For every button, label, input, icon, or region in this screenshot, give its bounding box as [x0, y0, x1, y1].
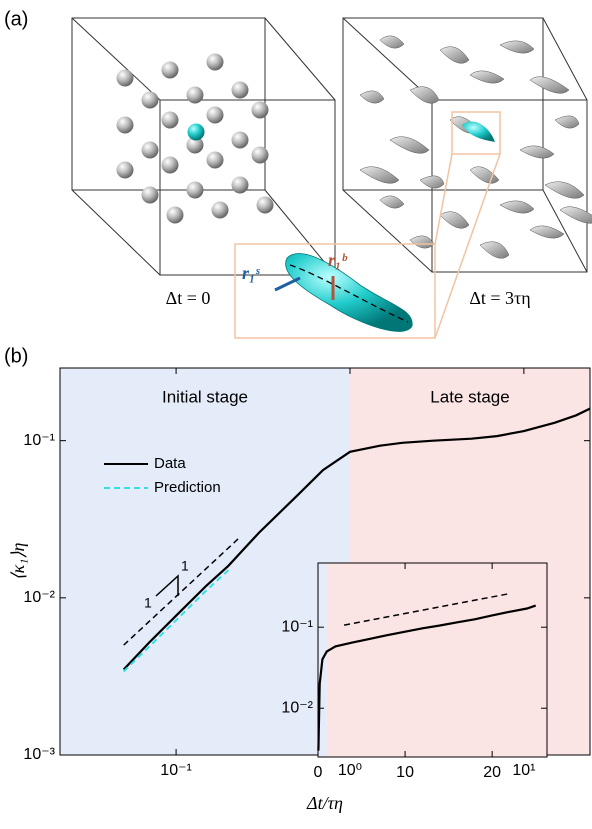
plot-frame: [317, 562, 548, 758]
slope-label: 1: [144, 595, 152, 611]
vortex-sheets: [359, 35, 592, 259]
sphere: [161, 111, 179, 129]
y-tick-label: 10⁻³: [23, 746, 55, 763]
panel-label: (b): [4, 345, 28, 367]
blob: [409, 86, 440, 104]
sphere: [116, 161, 134, 179]
sphere: [141, 186, 159, 204]
x-tick-label: 20: [483, 764, 501, 781]
series-line: [123, 569, 230, 673]
legend-label: Data: [154, 455, 186, 472]
blob: [419, 175, 445, 189]
sphere: [161, 61, 179, 79]
region-label: Initial stage: [162, 387, 248, 406]
region: [326, 563, 547, 757]
vector-label: r₁ˢ: [242, 263, 260, 283]
sphere: [116, 69, 134, 87]
blob: [389, 136, 430, 154]
sphere: [251, 101, 269, 119]
blob: [544, 181, 585, 199]
sphere: [116, 116, 134, 134]
blob: [499, 200, 535, 214]
y-tick-label: 10⁻¹: [281, 618, 313, 635]
y-tick-label: 10⁻¹: [23, 432, 55, 449]
reference-line: [343, 592, 510, 626]
sphere: [251, 146, 269, 164]
blob: [554, 115, 580, 129]
blob: [479, 241, 510, 259]
x-tick-label: 10: [396, 764, 414, 781]
sphere-highlight: [187, 123, 205, 141]
panel-label: (a): [4, 8, 28, 30]
blob: [519, 145, 555, 159]
reference-line: [123, 537, 240, 646]
blob: [529, 76, 570, 94]
sphere: [141, 141, 159, 159]
blob: [439, 46, 470, 64]
series-line: [122, 407, 591, 671]
sheet-small: [462, 121, 495, 142]
blob: [359, 166, 400, 184]
legend-label: Prediction: [154, 479, 221, 496]
sphere: [186, 181, 204, 199]
caption: Δt = 0: [166, 288, 211, 308]
blob: [379, 195, 405, 209]
sphere: [256, 196, 274, 214]
blob: [379, 35, 405, 49]
region-label: Late stage: [430, 387, 509, 406]
x-tick-label: 10¹: [512, 762, 535, 779]
sphere: [186, 86, 204, 104]
zoom-box: [234, 111, 501, 339]
sphere: [166, 206, 184, 224]
particles: [116, 53, 274, 224]
x-tick-label: 10⁰: [338, 762, 362, 779]
blob: [439, 211, 470, 229]
blob: [359, 90, 385, 104]
arrow-s: [274, 276, 301, 292]
sphere: [206, 106, 224, 124]
slope-triangle: [155, 574, 179, 597]
panel-a: (a) r₁ˢ r₁ᵇ Δt = 0 Δt = 3τη: [4, 8, 592, 339]
series-line: [317, 604, 537, 751]
blob: [499, 40, 535, 54]
y-tick-label: 10⁻²: [281, 699, 313, 716]
centerline: [289, 264, 409, 323]
sphere: [161, 156, 179, 174]
x-tick-label: 0: [314, 764, 323, 781]
blob: [409, 235, 435, 249]
sphere: [231, 131, 249, 149]
x-tick-label: 10⁻¹: [160, 762, 192, 779]
sphere: [186, 136, 204, 154]
sphere: [206, 53, 224, 71]
y-tick-label: 10⁻²: [23, 589, 55, 606]
region: [60, 368, 350, 755]
sphere: [231, 81, 249, 99]
left-cube: [71, 17, 336, 276]
slope-label: 1: [181, 558, 189, 574]
sphere: [141, 91, 159, 109]
blob: [469, 70, 505, 84]
y-axis-label: ⟨κ₁⟩η: [8, 542, 28, 580]
sphere: [211, 201, 229, 219]
vector-label: r₁ᵇ: [328, 250, 348, 270]
sphere: [206, 151, 224, 169]
blob: [559, 206, 592, 224]
sphere: [231, 176, 249, 194]
x-axis-label: Δt/τη: [306, 793, 343, 813]
caption: Δt = 3τη: [469, 288, 530, 308]
blob: [529, 225, 565, 239]
